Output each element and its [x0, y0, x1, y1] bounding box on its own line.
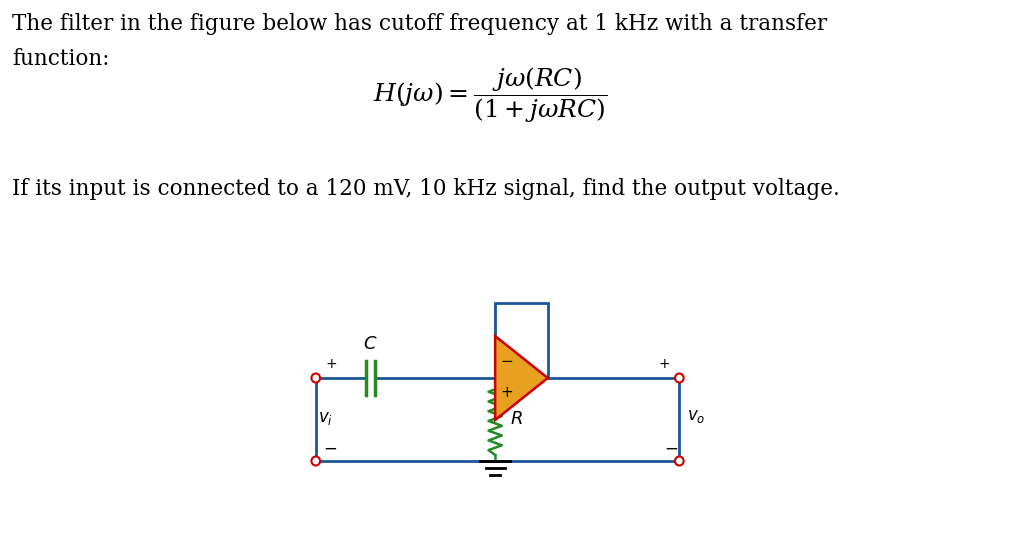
Text: $H(j\omega) = \dfrac{j\omega(RC)}{(1 + j\omega RC)}$: $H(j\omega) = \dfrac{j\omega(RC)}{(1 + j… [373, 65, 607, 125]
Text: $C$: $C$ [364, 335, 378, 353]
Text: $R$: $R$ [510, 410, 522, 429]
Text: $v_o$: $v_o$ [687, 408, 706, 425]
Text: function:: function: [12, 48, 110, 70]
Text: $-$: $-$ [500, 352, 513, 367]
Text: $-$: $-$ [324, 439, 338, 457]
Polygon shape [496, 336, 548, 420]
Text: $+$: $+$ [500, 385, 513, 400]
Circle shape [675, 374, 684, 383]
Text: $-$: $-$ [664, 439, 678, 457]
Text: If its input is connected to a 120 mV, 10 kHz signal, find the output voltage.: If its input is connected to a 120 mV, 1… [12, 178, 840, 200]
Text: $v_i$: $v_i$ [317, 410, 333, 427]
Circle shape [311, 374, 321, 383]
Bar [496, 303, 548, 378]
Circle shape [311, 456, 321, 465]
Text: $+$: $+$ [326, 357, 338, 371]
Text: $+$: $+$ [658, 357, 671, 371]
Text: The filter in the figure below has cutoff frequency at 1 kHz with a transfer: The filter in the figure below has cutof… [12, 13, 827, 35]
Circle shape [675, 456, 684, 465]
